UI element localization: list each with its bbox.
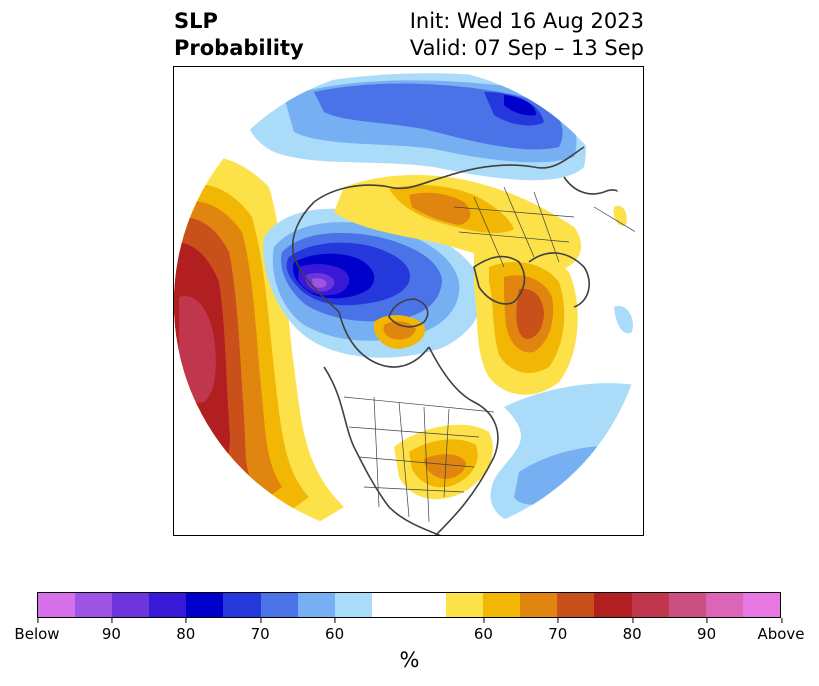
colorbar-segment xyxy=(186,593,224,617)
colorbar-tick-label: 70 xyxy=(251,618,270,643)
title-line-2: Probability xyxy=(174,36,304,60)
colorbar-tick-label: 70 xyxy=(548,618,567,643)
colorbar-segment xyxy=(260,593,298,617)
colorbar-segment xyxy=(631,593,669,617)
colorbar-segment xyxy=(705,593,743,617)
above-greenland-sea xyxy=(474,247,578,395)
probability-map xyxy=(174,67,643,535)
colorbar-segment xyxy=(38,593,76,617)
colorbar-tick-label: 90 xyxy=(102,618,121,643)
colorbar-tick-label: 60 xyxy=(474,618,493,643)
title-line-1: SLP xyxy=(174,9,218,33)
colorbar-label: % xyxy=(399,648,420,672)
colorbar-segment xyxy=(446,593,484,617)
colorbar-segment xyxy=(149,593,187,617)
colorbar-segment xyxy=(334,593,372,617)
colorbar-ticks: Below 90 80 70 60 60 70 80 90 Above xyxy=(14,618,805,643)
colorbar-segment xyxy=(668,593,706,617)
colorbar-tick-label: Below xyxy=(14,618,60,643)
colorbar xyxy=(37,592,781,618)
colorbar-segment xyxy=(408,593,447,617)
colorbar-segment xyxy=(223,593,261,617)
init-date: Init: Wed 16 Aug 2023 xyxy=(409,9,644,33)
below-northern-russia xyxy=(244,73,586,181)
valid-date: Valid: 07 Sep – 13 Sep xyxy=(409,36,644,60)
colorbar-tick-label: Above xyxy=(757,618,805,643)
colorbar-segment xyxy=(75,593,113,617)
map-title: SLP Probability xyxy=(174,8,304,62)
colorbar-tick-label: 80 xyxy=(176,618,195,643)
colorbar-segment xyxy=(520,593,558,617)
colorbar-tick-label: 80 xyxy=(623,618,642,643)
colorbar-segment xyxy=(594,593,632,617)
colorbar-segment xyxy=(483,593,521,617)
colorbar-segment xyxy=(371,593,409,617)
above-hudson-pocket xyxy=(373,315,426,349)
map-panel xyxy=(173,66,644,536)
colorbar-segment xyxy=(112,593,150,617)
map-dates: Init: Wed 16 Aug 2023 Valid: 07 Sep – 13… xyxy=(410,8,644,62)
colorbar-segment xyxy=(742,593,780,617)
colorbar-segment xyxy=(557,593,595,617)
colorbar-segment xyxy=(297,593,335,617)
colorbar-tick-label: 90 xyxy=(697,618,716,643)
colorbar-tick-label: 60 xyxy=(325,618,344,643)
below-center-canada-arctic xyxy=(263,208,483,358)
above-europe-scandinavia xyxy=(334,175,582,272)
